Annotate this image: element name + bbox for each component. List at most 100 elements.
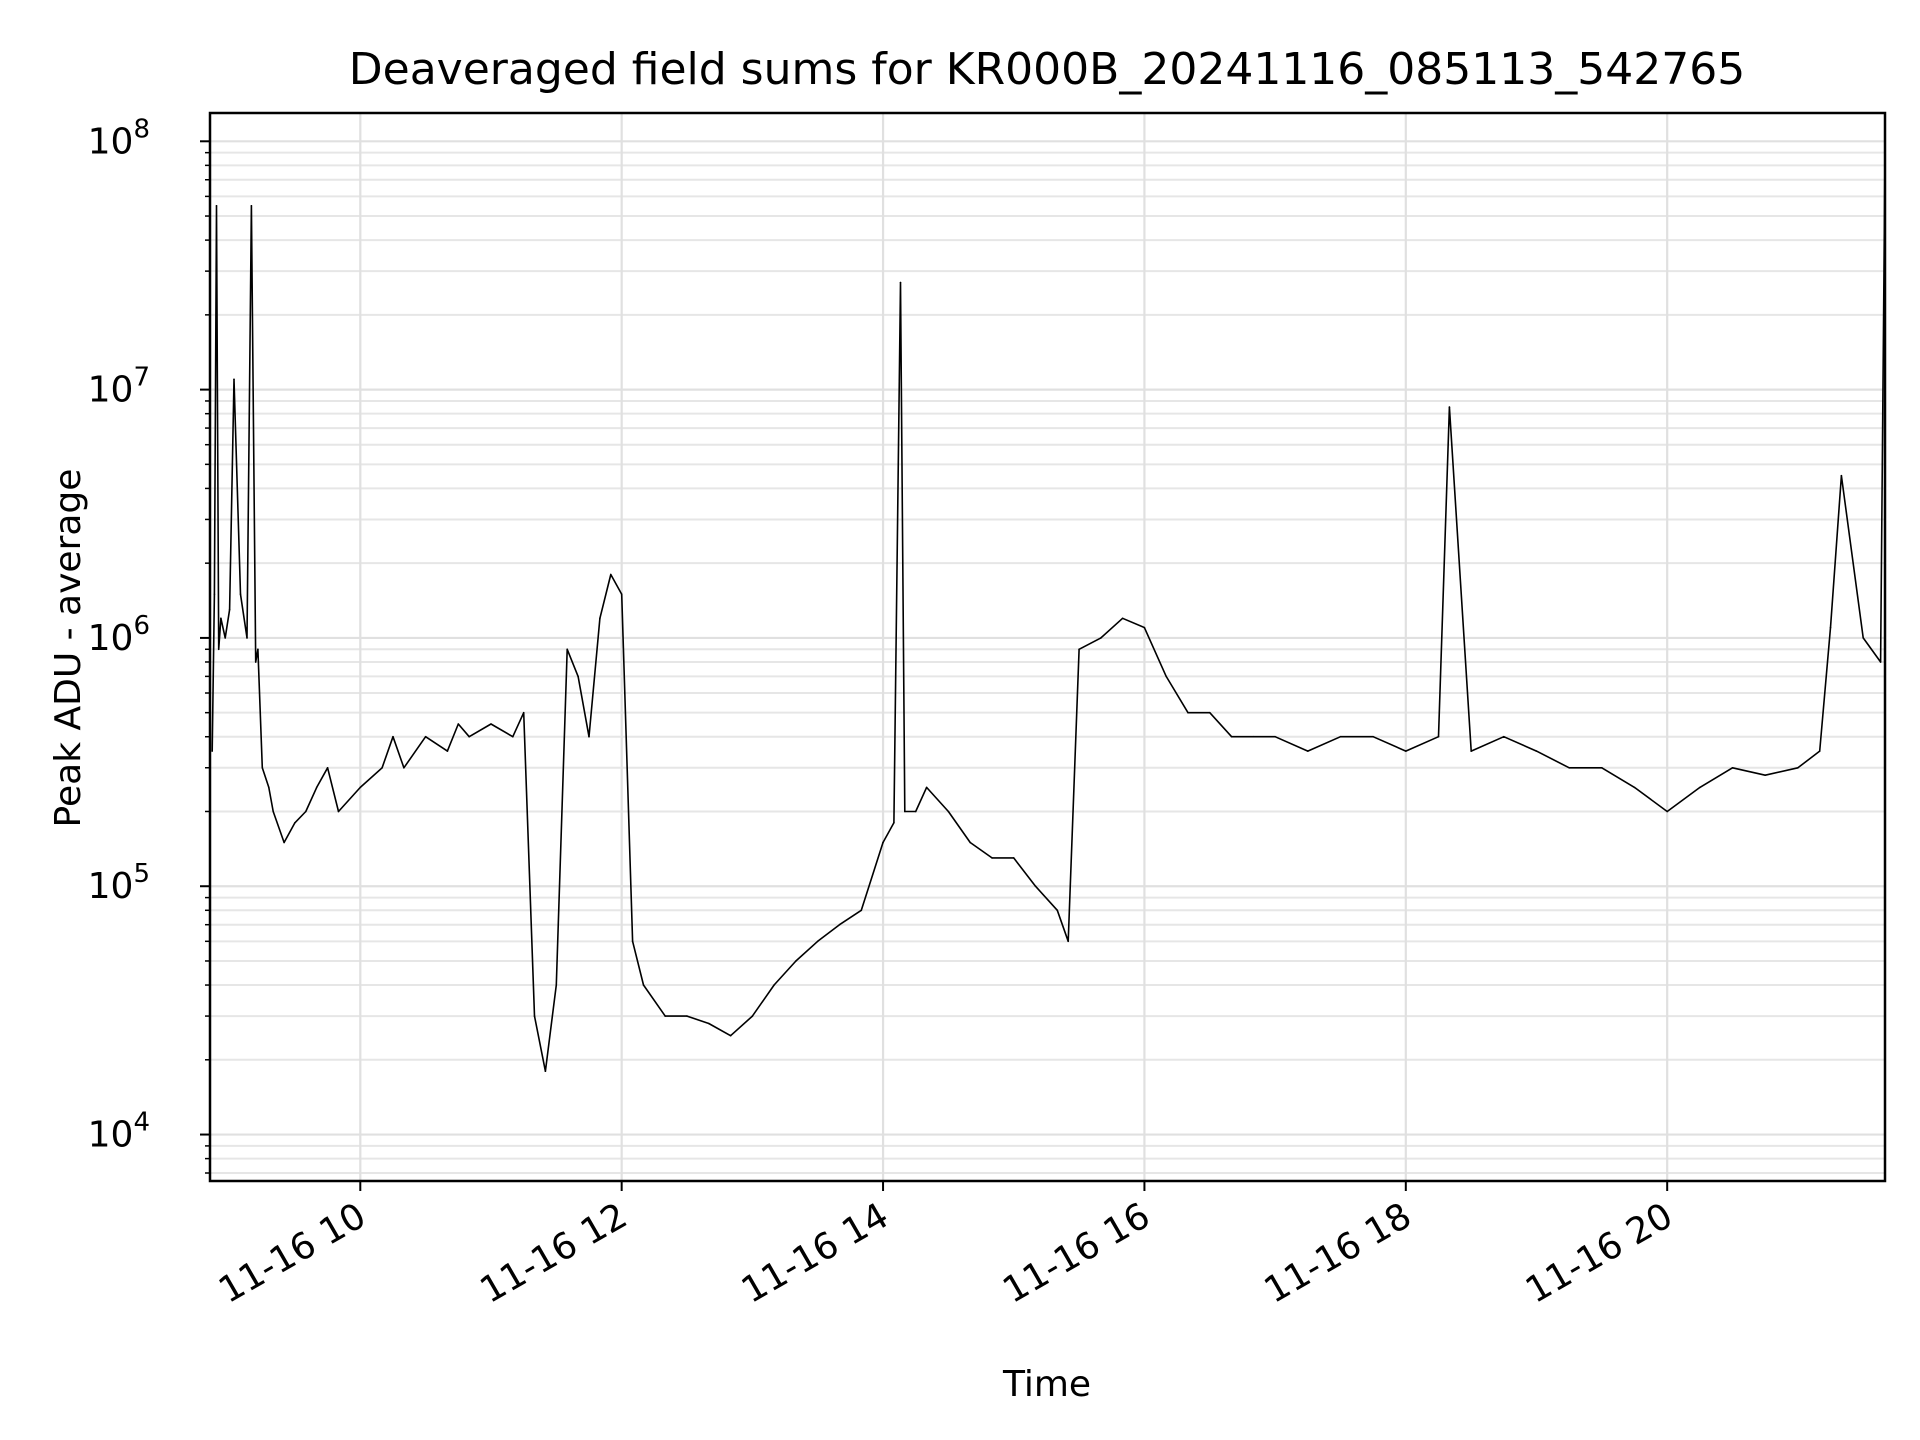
data-point — [914, 810, 917, 813]
data-point — [1252, 735, 1255, 738]
data-point — [899, 281, 902, 284]
y-tick-label: 104 — [88, 1108, 150, 1156]
data-point — [1067, 940, 1069, 943]
data-point — [457, 723, 460, 725]
x-tick-label: 11-16 12 — [473, 1195, 634, 1311]
data-point — [555, 984, 558, 986]
data-point — [217, 648, 220, 651]
data-point — [1535, 750, 1538, 752]
data-point — [268, 786, 270, 789]
y-tick-label: 107 — [88, 363, 150, 411]
series-line — [211, 152, 1886, 1072]
y-tick-label: 108 — [88, 114, 150, 162]
data-point — [1100, 637, 1102, 639]
data-point — [250, 205, 253, 207]
data-point — [860, 909, 863, 912]
data-point — [424, 735, 427, 738]
data-point — [1034, 885, 1037, 887]
data-point — [838, 923, 841, 926]
data-point — [228, 608, 231, 611]
chart-title: Deaveraged field sums for KR000B_2024111… — [349, 44, 1745, 95]
x-tick-label: 11-16 18 — [1258, 1195, 1419, 1311]
data-point — [1187, 711, 1189, 714]
data-point — [315, 786, 318, 789]
data-point — [620, 593, 623, 595]
data-point — [468, 735, 471, 738]
plot-frame — [208, 111, 1887, 1183]
data-point — [904, 810, 906, 813]
y-tick-label: 105 — [88, 859, 150, 907]
y-axis-label: Peak ADU - average — [48, 469, 89, 828]
series-layer — [211, 151, 1886, 1072]
data-point — [1840, 474, 1843, 477]
data-point — [261, 767, 264, 769]
data-point — [1274, 735, 1276, 738]
y-tick-exponent: 7 — [133, 363, 150, 393]
data-point — [1470, 750, 1472, 752]
data-point — [1764, 774, 1766, 776]
data-point — [512, 735, 514, 738]
data-point — [577, 675, 579, 678]
data-point — [1056, 909, 1059, 912]
data-point — [1601, 767, 1603, 769]
data-point — [1448, 406, 1451, 408]
x-tick-label: 11-16 16 — [996, 1195, 1157, 1311]
data-point — [446, 750, 449, 752]
data-point — [305, 810, 307, 813]
data-point — [1209, 711, 1211, 714]
data-point — [211, 750, 213, 752]
x-axis-label: Time — [1002, 1364, 1091, 1405]
data-point — [544, 1070, 547, 1072]
data-point — [751, 1015, 754, 1017]
minor-gridlines — [210, 151, 1885, 1175]
x-tick-label: 11-16 14 — [735, 1195, 896, 1311]
axis-ticks — [200, 140, 1669, 1191]
data-point — [294, 822, 296, 824]
data-point — [773, 984, 775, 986]
data-point — [215, 205, 218, 207]
x-tick-label: 11-16 20 — [1519, 1195, 1680, 1311]
data-point — [599, 617, 601, 620]
data-point — [1879, 661, 1882, 663]
data-point — [686, 1015, 688, 1017]
data-point — [631, 940, 634, 943]
x-tick-label: 11-16 10 — [212, 1195, 373, 1311]
data-point — [257, 648, 259, 651]
major-gridlines — [210, 113, 1885, 1181]
data-point — [233, 378, 235, 381]
data-point — [337, 810, 340, 813]
data-point — [359, 786, 362, 789]
data-point — [1121, 617, 1124, 620]
y-tick-exponent: 4 — [133, 1108, 150, 1138]
data-point — [1012, 857, 1015, 859]
data-point — [213, 593, 216, 595]
data-point — [533, 1015, 536, 1017]
data-point — [220, 617, 222, 620]
data-point — [991, 857, 993, 859]
data-point — [1797, 767, 1799, 769]
data-point — [1339, 735, 1342, 738]
data-point — [1568, 767, 1570, 769]
data-point — [1078, 648, 1080, 651]
y-tick-exponent: 8 — [133, 114, 150, 144]
data-point — [882, 841, 884, 844]
data-point — [1437, 735, 1440, 738]
data-point — [729, 1034, 732, 1037]
data-point — [1862, 637, 1864, 639]
data-point — [381, 767, 383, 769]
data-point — [283, 841, 285, 844]
data-point — [947, 810, 950, 813]
data-point — [392, 735, 394, 738]
data-point — [1372, 735, 1374, 738]
data-point — [1143, 626, 1146, 629]
data-point — [1503, 735, 1505, 738]
data-point — [326, 767, 329, 769]
data-point — [664, 1015, 666, 1017]
data-point — [642, 984, 645, 986]
data-point — [403, 767, 405, 769]
data-point — [1699, 786, 1701, 789]
data-point — [272, 810, 275, 813]
data-point — [246, 637, 248, 639]
y-tick-exponent: 5 — [133, 859, 150, 889]
